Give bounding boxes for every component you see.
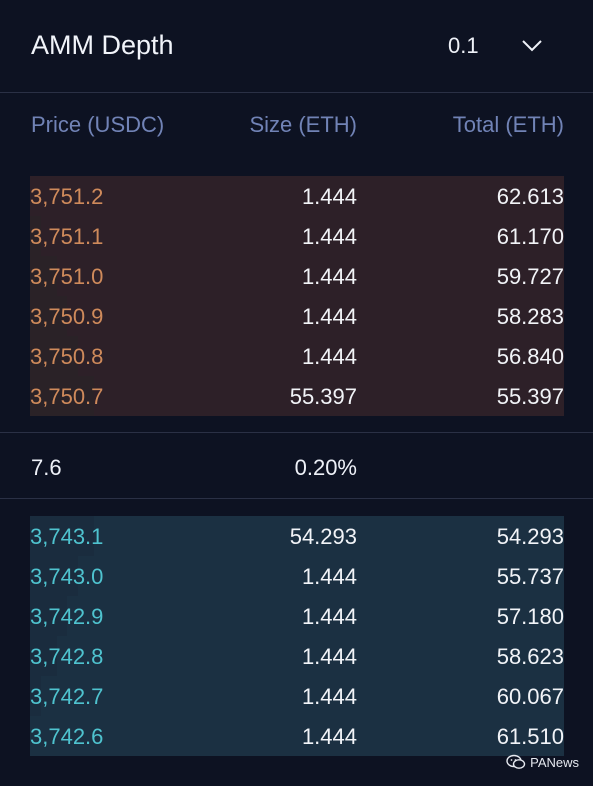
row-total: 62.613 <box>496 184 564 209</box>
bid-row[interactable]: 3,742.9 1.444 57.180 <box>0 596 593 636</box>
depth-bar <box>94 376 564 416</box>
ask-row[interactable]: 3,750.9 1.444 58.283 <box>0 296 593 336</box>
column-header-price: Price (USDC) <box>31 112 165 137</box>
row-price: 3,750.9 <box>30 304 104 329</box>
depth-bar <box>56 636 564 676</box>
ask-row[interactable]: 3,750.8 1.444 56.840 <box>0 336 593 376</box>
ask-row[interactable]: 3,751.1 1.444 61.170 <box>0 216 593 256</box>
chevron-down-icon <box>521 40 542 52</box>
bids-list: 3,743.1 54.293 54.293 3,743.0 1.444 55.737 3,7… <box>0 516 593 756</box>
bid-row[interactable]: 3,742.8 1.444 58.623 <box>0 636 593 676</box>
depth-bar <box>40 216 564 256</box>
depth-bar <box>56 256 564 296</box>
panel-title: AMM Depth <box>31 30 174 60</box>
row-total: 58.283 <box>496 304 564 329</box>
ask-row[interactable]: 3,751.2 1.444 62.613 <box>0 176 593 216</box>
row-total: 59.727 <box>496 264 564 289</box>
header-divider <box>0 92 593 93</box>
row-total: 60.067 <box>496 684 564 709</box>
bid-row[interactable]: 3,742.7 1.444 60.067 <box>0 676 593 716</box>
row-size: 1.444 <box>301 264 357 289</box>
column-headers: Price (USDC) Size (ETH) Total (ETH) <box>0 112 593 142</box>
row-total: 58.623 <box>496 644 564 669</box>
spread-bottom-divider <box>0 498 593 499</box>
spread-row: 7.6 0.20% <box>0 433 593 499</box>
spread-value: 7.6 <box>31 455 62 480</box>
depth-bar <box>78 556 564 596</box>
row-price: 3,751.2 <box>30 184 104 209</box>
row-size: 1.444 <box>301 304 357 329</box>
column-header-size: Size (ETH) <box>249 112 357 137</box>
watermark-text: PANews <box>530 754 579 770</box>
row-total: 56.840 <box>496 344 564 369</box>
row-size: 55.397 <box>289 384 357 409</box>
row-price: 3,742.8 <box>30 644 104 669</box>
row-total: 55.397 <box>496 384 564 409</box>
column-header-total: Total (ETH) <box>452 112 564 137</box>
depth-bar <box>30 716 564 756</box>
row-size: 1.444 <box>301 604 357 629</box>
row-price: 3,743.0 <box>30 564 104 589</box>
row-size: 1.444 <box>301 344 357 369</box>
bid-row[interactable]: 3,743.0 1.444 55.737 <box>0 556 593 596</box>
ask-row[interactable]: 3,750.7 55.397 55.397 <box>0 376 593 416</box>
row-price: 3,750.7 <box>30 384 104 409</box>
depth-bar <box>40 676 564 716</box>
depth-bar <box>78 336 564 376</box>
row-total: 55.737 <box>496 564 564 589</box>
row-price: 3,742.6 <box>30 724 104 749</box>
row-size: 1.444 <box>301 184 357 209</box>
depth-bar <box>30 176 564 216</box>
row-size: 1.444 <box>301 564 357 589</box>
row-price: 3,750.8 <box>30 344 104 369</box>
row-price: 3,751.0 <box>30 264 104 289</box>
bid-row[interactable]: 3,743.1 54.293 54.293 <box>0 516 593 556</box>
wechat-icon <box>506 754 526 769</box>
row-price: 3,742.9 <box>30 604 104 629</box>
row-total: 54.293 <box>496 524 564 549</box>
row-size: 54.293 <box>289 524 357 549</box>
row-size: 1.444 <box>301 724 357 749</box>
row-size: 1.444 <box>301 644 357 669</box>
bid-row[interactable]: 3,742.6 1.444 61.510 <box>0 716 593 756</box>
panel-header: AMM Depth 0.1 <box>0 0 593 92</box>
precision-dropdown[interactable]: 0.1 <box>448 33 543 59</box>
row-price: 3,751.1 <box>30 224 104 249</box>
row-price: 3,743.1 <box>30 524 104 549</box>
row-size: 1.444 <box>301 224 357 249</box>
watermark: PANews <box>506 754 579 770</box>
ask-row[interactable]: 3,751.0 1.444 59.727 <box>0 256 593 296</box>
row-total: 61.510 <box>496 724 564 749</box>
row-size: 1.444 <box>301 684 357 709</box>
row-price: 3,742.7 <box>30 684 104 709</box>
depth-bar <box>67 596 564 636</box>
spread-percent: 0.20% <box>294 455 357 480</box>
depth-bar <box>94 516 564 556</box>
depth-bar <box>67 296 564 336</box>
row-total: 57.180 <box>496 604 564 629</box>
precision-value: 0.1 <box>448 33 479 58</box>
asks-list: 3,751.2 1.444 62.613 3,751.1 1.444 61.170 3,75… <box>0 176 593 416</box>
row-total: 61.170 <box>496 224 564 249</box>
spread-top-divider <box>0 432 593 433</box>
